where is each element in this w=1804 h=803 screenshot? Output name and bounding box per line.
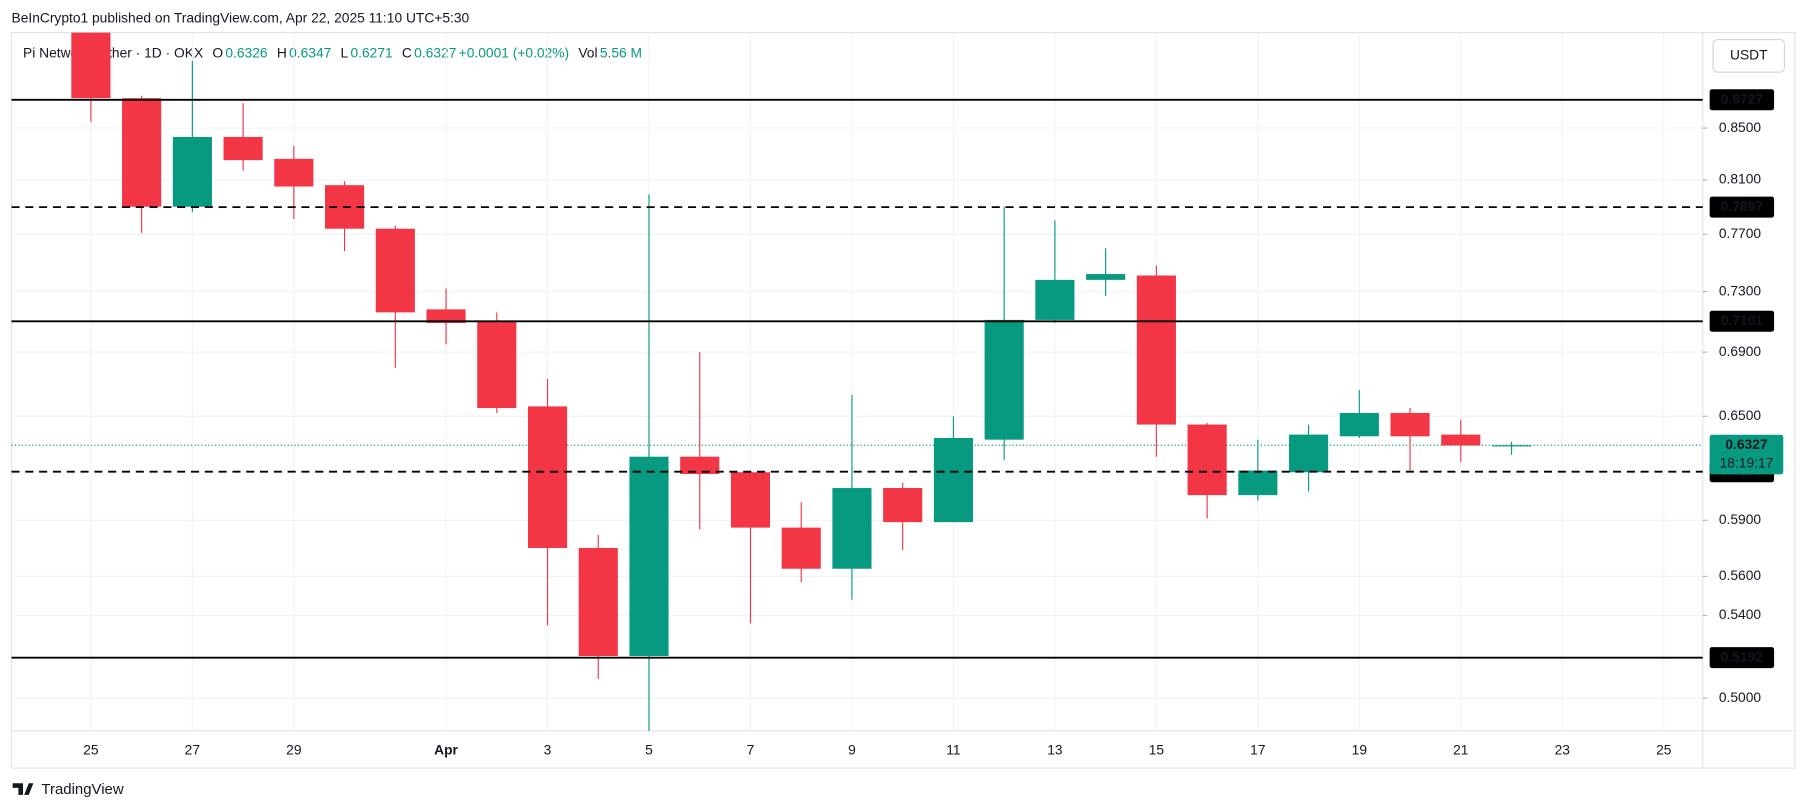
level-label-box xyxy=(1709,310,1775,332)
x-tick-label: 5 xyxy=(645,741,653,757)
candle-body xyxy=(527,406,568,548)
candle-body xyxy=(375,228,415,313)
candle-body xyxy=(629,456,669,656)
level-label: 0.5192 xyxy=(1721,648,1763,664)
x-tick-label: 17 xyxy=(1250,741,1266,757)
candle-body xyxy=(933,437,973,523)
x-tick-label: 25 xyxy=(83,741,99,757)
currency-label[interactable]: USDT xyxy=(1730,46,1768,62)
x-tick-label: 15 xyxy=(1149,741,1165,757)
y-tick-label: 0.5000 xyxy=(1719,689,1761,705)
level-label-box xyxy=(1709,89,1775,111)
candle-body xyxy=(1086,274,1126,280)
candle-body xyxy=(578,547,618,656)
y-tick-label: 0.8100 xyxy=(1719,170,1761,186)
candle-body xyxy=(71,32,111,99)
level-label: 0.7101 xyxy=(1721,312,1763,328)
candle-body xyxy=(1390,412,1430,437)
y-tick-label: 0.5600 xyxy=(1719,567,1761,583)
y-tick-label: 0.6900 xyxy=(1719,343,1761,359)
legend-value: 0.6271 xyxy=(350,44,392,60)
legend-key: C xyxy=(402,44,412,60)
brand-logo xyxy=(12,783,34,795)
level-label-box xyxy=(1709,647,1775,669)
x-tick-label: 11 xyxy=(946,741,961,757)
legend-value: 0.6327 xyxy=(414,44,456,60)
legend-value: 0.6326 xyxy=(225,44,267,60)
chart-frame xyxy=(10,32,1796,769)
x-tick-label: 19 xyxy=(1352,741,1368,757)
legend-value: 0.6347 xyxy=(289,44,331,60)
candle-body xyxy=(426,309,466,323)
last-price-label: 0.6327 xyxy=(1725,436,1767,452)
candle-body xyxy=(1238,470,1278,496)
candle-body xyxy=(730,472,771,528)
y-tick-label: 0.8500 xyxy=(1719,119,1761,135)
x-tick-label: 25 xyxy=(1656,741,1672,757)
x-tick-label: 13 xyxy=(1047,741,1063,757)
x-tick-label: Apr xyxy=(434,741,458,757)
legend-key: H xyxy=(277,44,287,60)
y-tick-label: 0.5900 xyxy=(1719,511,1761,527)
x-tick-label: 21 xyxy=(1453,741,1469,757)
countdown-label: 18:19:17 xyxy=(1720,454,1774,470)
candle-body xyxy=(274,158,314,187)
symbol-name: Pi Network/Tether · 1D · OKX xyxy=(23,44,203,60)
candle-body xyxy=(1441,434,1481,446)
candle-body xyxy=(223,136,263,161)
currency-button[interactable] xyxy=(1712,38,1786,73)
candle-body xyxy=(172,136,212,207)
level-label-box xyxy=(1709,196,1775,218)
legend-value: 5.56 M xyxy=(600,44,642,60)
candle-body xyxy=(984,319,1024,440)
candle-body xyxy=(1187,424,1227,496)
x-tick-label: 29 xyxy=(286,741,302,757)
y-tick-label: 0.6500 xyxy=(1719,407,1761,423)
y-tick-label: 0.7300 xyxy=(1719,282,1761,298)
candle-body xyxy=(477,321,517,409)
candle-body xyxy=(1491,445,1532,447)
x-tick-label: 3 xyxy=(544,741,552,757)
candle-body xyxy=(781,527,821,569)
legend-key: O xyxy=(212,44,223,60)
level-label: 0.8727 xyxy=(1721,90,1763,106)
level-label: 0.7897 xyxy=(1721,198,1763,214)
candle-body xyxy=(883,488,923,523)
x-tick-label: 27 xyxy=(185,741,201,757)
candle-body xyxy=(1136,275,1176,425)
x-tick-label: 7 xyxy=(747,741,755,757)
y-tick-label: 0.5400 xyxy=(1719,606,1761,622)
x-tick-label: 23 xyxy=(1555,741,1571,757)
candle-body xyxy=(680,456,720,474)
candle-body xyxy=(1035,279,1075,320)
plot xyxy=(11,32,1703,731)
brand-name: TradingView xyxy=(41,781,123,798)
candle-body xyxy=(122,98,162,207)
x-tick-label: 9 xyxy=(848,741,856,757)
candle-body xyxy=(1339,412,1379,437)
legend-key: Vol xyxy=(578,44,597,60)
symbol-legend: Pi Network/Tether · 1D · OKX O 0.6326 H 0.63… xyxy=(23,44,642,60)
legend-value: +0.0001 (+0.02%) xyxy=(459,44,569,60)
legend-key: L xyxy=(341,44,349,60)
candle-body xyxy=(832,488,872,569)
y-tick-label: 0.7700 xyxy=(1719,225,1761,241)
last-price-box xyxy=(1709,434,1784,475)
published-note: BeInCrypto1 published on TradingView.com… xyxy=(12,9,470,25)
candle-body xyxy=(1289,434,1329,473)
